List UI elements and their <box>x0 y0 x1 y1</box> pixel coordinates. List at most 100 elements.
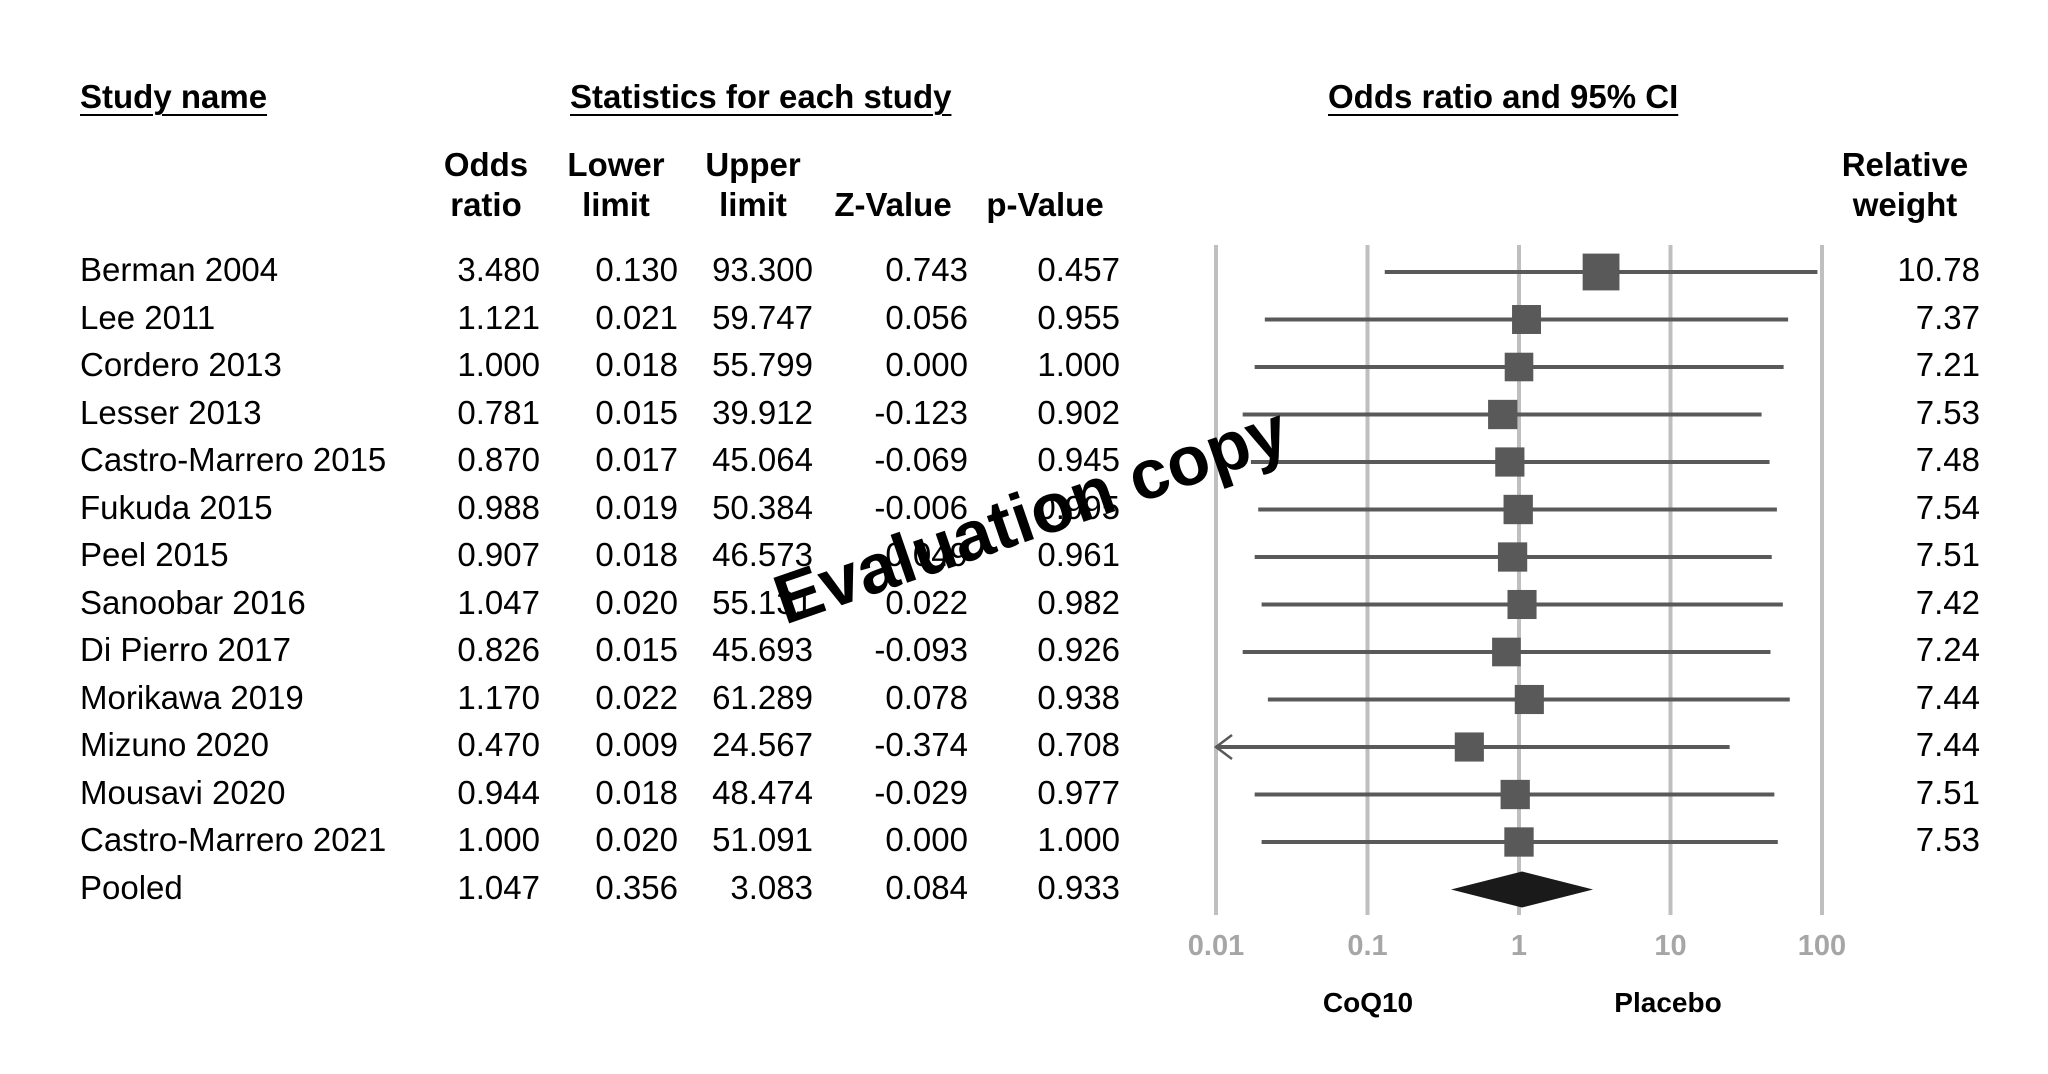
relative-weight-cell: 7.44 <box>1915 678 1980 716</box>
z-value-cell: 0.084 <box>885 868 968 906</box>
study-name: Fukuda 2015 <box>80 488 273 526</box>
lower-limit-cell: 0.020 <box>595 821 678 858</box>
study-name: Castro-Marrero 2021 <box>80 821 387 858</box>
upper-limit-cell: 39.912 <box>712 393 813 431</box>
study-name: Cordero 2013 <box>80 346 282 383</box>
z-value-cell: 0.078 <box>885 678 968 716</box>
point-estimate-marker <box>1454 732 1484 762</box>
z-value-cell: 0.000 <box>885 821 968 858</box>
z-value-cell: -0.069 <box>874 441 968 478</box>
lower-limit-cell: 0.022 <box>595 678 678 716</box>
upper-limit-cell: 59.747 <box>712 298 813 336</box>
left-direction-label: CoQ10 <box>1323 987 1413 1018</box>
lower-limit-cell: 0.356 <box>595 868 678 906</box>
upper-limit-cell: 61.289 <box>712 678 813 716</box>
lower-limit-cell: 0.018 <box>595 773 678 811</box>
relative-weight-header: Relative weight <box>1841 146 1969 223</box>
study-name: Berman 2004 <box>80 251 279 288</box>
p-value-cell: 0.945 <box>1037 441 1120 478</box>
pooled-name: Pooled <box>80 868 183 906</box>
odds-ratio-cell: 3.480 <box>457 251 540 288</box>
odds-ratio-cell: 0.907 <box>457 536 540 573</box>
odds-ratio-cell: 0.826 <box>457 631 540 668</box>
relative-weight-cell: 7.53 <box>1915 393 1980 431</box>
relative-weight-cell: 7.42 <box>1915 583 1980 621</box>
lower-limit-cell: 0.017 <box>595 441 678 478</box>
point-estimate-marker <box>1514 684 1544 715</box>
odds-ratio-cell: 1.047 <box>457 583 540 621</box>
upper-limit-cell: 45.064 <box>712 441 813 478</box>
upper-limit-cell: 48.474 <box>712 773 813 811</box>
relative-weight-cell: 7.54 <box>1915 488 1980 526</box>
study-name: Morikawa 2019 <box>80 678 304 716</box>
point-estimate-marker <box>1488 399 1518 430</box>
odds-ratio-cell: 1.000 <box>457 821 540 858</box>
relative-weight-cell: 7.24 <box>1915 631 1980 668</box>
odds-ratio-cell: 0.470 <box>457 726 540 763</box>
odds-ratio-cell: 1.047 <box>457 868 540 906</box>
study-name-header: Study name <box>80 78 268 115</box>
p-value-cell: 0.902 <box>1037 393 1120 431</box>
odds-ratio-cell: 1.000 <box>457 346 540 383</box>
z-value-cell: -0.123 <box>874 393 968 431</box>
study-name: Mousavi 2020 <box>80 773 286 811</box>
relative-weight-cell: 7.37 <box>1915 298 1980 336</box>
point-estimate-marker <box>1503 494 1533 525</box>
relative-weight-cell: 7.53 <box>1915 821 1980 858</box>
upper-limit-cell: 46.573 <box>712 536 813 573</box>
odds-ratio-cell: 0.870 <box>457 441 540 478</box>
col-p-value-header: p-Value <box>986 186 1104 223</box>
odds-ratio-cell: 0.781 <box>457 393 540 431</box>
point-estimate-marker <box>1497 542 1528 572</box>
upper-limit-cell: 50.384 <box>712 488 813 526</box>
statistics-header: Statistics for each study <box>570 78 952 115</box>
p-value-cell: 0.995 <box>1037 488 1120 526</box>
point-estimate-marker <box>1582 253 1620 291</box>
lower-limit-cell: 0.020 <box>595 583 678 621</box>
point-estimate-marker <box>1492 637 1521 667</box>
ci-truncation-arrow <box>1213 734 1233 760</box>
p-value-cell: 0.955 <box>1037 298 1120 336</box>
x-tick-label: 100 <box>1798 930 1846 962</box>
upper-limit-cell: 51.091 <box>712 821 813 858</box>
x-tick-label: 1 <box>1511 930 1527 962</box>
lower-limit-cell: 0.130 <box>595 251 678 288</box>
col-lower-limit-header: Lower limit <box>567 146 665 223</box>
study-name: Castro-Marrero 2015 <box>80 441 387 478</box>
study-name: Di Pierro 2017 <box>80 631 291 668</box>
p-value-cell: 0.457 <box>1037 251 1120 288</box>
study-name: Mizuno 2020 <box>80 726 269 763</box>
odds-ratio-cell: 1.121 <box>457 298 540 336</box>
pooled-diamond <box>1451 871 1594 908</box>
upper-limit-cell: 55.131 <box>712 583 813 621</box>
z-value-cell: -0.374 <box>874 726 968 763</box>
relative-weight-cell: 7.51 <box>1915 773 1980 811</box>
lower-limit-cell: 0.018 <box>595 346 678 383</box>
col-upper-limit-header: Upper limit <box>705 146 801 223</box>
z-value-cell: 0.000 <box>885 346 968 383</box>
relative-weight-cell: 7.51 <box>1915 536 1980 573</box>
p-value-cell: 0.926 <box>1037 631 1120 668</box>
study-name: Lee 2011 <box>80 298 216 336</box>
z-value-cell: -0.093 <box>874 631 968 668</box>
lower-limit-cell: 0.018 <box>595 536 678 573</box>
odds-ratio-cell: 0.944 <box>457 773 540 811</box>
odds-ratio-cell: 1.170 <box>457 678 540 716</box>
lower-limit-cell: 0.021 <box>595 298 678 336</box>
p-value-cell: 0.933 <box>1037 868 1120 906</box>
p-value-cell: 0.961 <box>1037 536 1120 573</box>
col-z-value-header: Z-Value <box>834 186 952 223</box>
point-estimate-marker <box>1507 589 1537 620</box>
p-value-cell: 0.708 <box>1037 726 1120 763</box>
x-tick-label: 0.01 <box>1188 930 1244 962</box>
p-value-cell: 1.000 <box>1037 821 1120 858</box>
upper-limit-cell: 93.300 <box>712 251 813 288</box>
odds-ratio-ci-header: Odds ratio and 95% CI <box>1328 78 1679 115</box>
relative-weight-cell: 10.78 <box>1897 251 1980 288</box>
point-estimate-marker <box>1504 827 1534 857</box>
upper-limit-cell: 3.083 <box>730 868 813 906</box>
upper-limit-cell: 45.693 <box>712 631 813 668</box>
lower-limit-cell: 0.015 <box>595 631 678 668</box>
study-name: Peel 2015 <box>80 536 229 573</box>
